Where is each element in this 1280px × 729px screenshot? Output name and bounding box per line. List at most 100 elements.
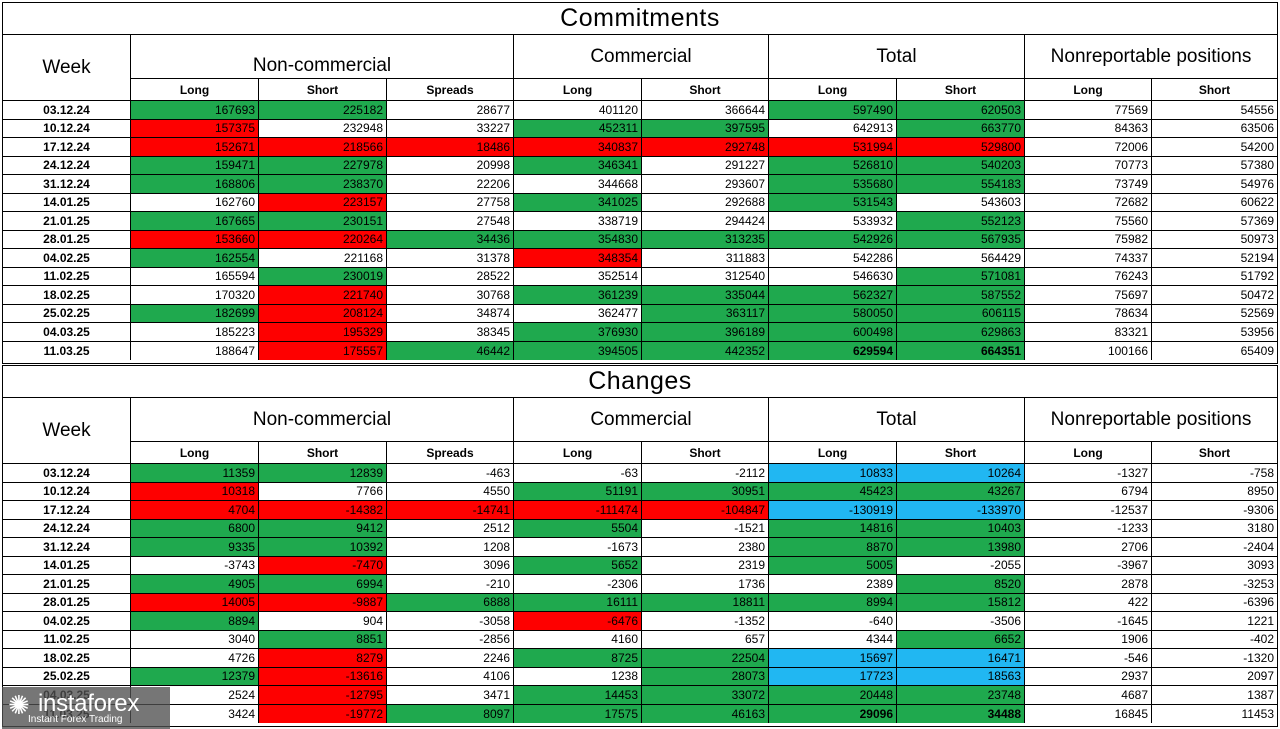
value-cell: 904 — [259, 612, 387, 630]
sub-header: Short — [1198, 82, 1231, 97]
value-cell: 1208 — [387, 538, 514, 556]
value-cell: 1906 — [1025, 630, 1152, 648]
group-nonreportable: Nonreportable positions — [1025, 35, 1277, 79]
value-cell: 75982 — [1025, 230, 1152, 248]
commitments-table: Commitments Week Non-commercial Commerci… — [2, 2, 1278, 364]
value-cell: -9887 — [259, 593, 387, 611]
value-cell: 170320 — [131, 286, 259, 304]
value-cell: 220264 — [259, 230, 387, 248]
value-cell: -2055 — [897, 556, 1025, 574]
changes-title: Changes — [3, 366, 1277, 398]
value-cell: 629594 — [769, 341, 897, 360]
value-cell: 100166 — [1025, 341, 1152, 360]
value-cell: 4160 — [514, 630, 642, 648]
week-cell: 11.03.25 — [3, 341, 131, 360]
value-cell: 376930 — [514, 323, 642, 341]
value-cell: 312540 — [642, 267, 769, 285]
week-cell: 21.01.25 — [3, 575, 131, 593]
value-cell: 580050 — [769, 304, 897, 322]
week-cell: 04.02.25 — [3, 612, 131, 630]
week-cell: 28.01.25 — [3, 230, 131, 248]
table-row: 25.02.25 182699 208124 34874 362477 363117 580… — [3, 304, 1277, 323]
value-cell: -63 — [514, 464, 642, 482]
value-cell: -1327 — [1025, 464, 1152, 482]
value-cell: 16845 — [1025, 704, 1152, 723]
value-cell: -9306 — [1243, 502, 1274, 517]
value-cell: -133970 — [897, 501, 1025, 519]
value-cell: 74337 — [1025, 249, 1152, 267]
table-row: 31.12.24 168806 238370 22206 344668 293607 535… — [3, 175, 1277, 194]
value-cell: 10403 — [897, 519, 1025, 537]
value-cell: 152671 — [131, 138, 259, 156]
value-cell: 1221 — [1247, 613, 1274, 628]
value-cell: 2706 — [1025, 538, 1152, 556]
value-cell: 75560 — [1025, 212, 1152, 230]
value-cell: 16111 — [514, 593, 642, 611]
value-cell: 526810 — [769, 156, 897, 174]
value-cell: 8520 — [897, 575, 1025, 593]
table-row: 04.03.25 185223 195329 38345 376930 396189 600… — [3, 323, 1277, 342]
value-cell: 6994 — [259, 575, 387, 593]
value-cell: -3743 — [131, 556, 259, 574]
value-cell: 8097 — [387, 704, 514, 723]
sub-header: Long — [514, 79, 642, 100]
value-cell: -1352 — [642, 612, 769, 630]
value-cell: 195329 — [259, 323, 387, 341]
value-cell: 4687 — [1025, 686, 1152, 704]
value-cell: 2246 — [387, 649, 514, 667]
week-cell: 11.02.25 — [3, 630, 131, 648]
table-row: 17.12.24 152671 218566 18486 340837 292748 531… — [3, 138, 1277, 157]
value-cell: 10318 — [131, 482, 259, 500]
value-cell: 542286 — [769, 249, 897, 267]
value-cell: 185223 — [131, 323, 259, 341]
value-cell: 15812 — [897, 593, 1025, 611]
value-cell: 54976 — [1240, 176, 1274, 191]
value-cell: 531543 — [769, 193, 897, 211]
group-commercial: Commercial — [514, 398, 769, 442]
value-cell: 664351 — [897, 341, 1025, 360]
week-cell: 25.02.25 — [3, 304, 131, 322]
value-cell: 159471 — [131, 156, 259, 174]
value-cell: -1521 — [642, 519, 769, 537]
value-cell: 30768 — [387, 286, 514, 304]
value-cell: 4344 — [769, 630, 897, 648]
value-cell: 354830 — [514, 230, 642, 248]
value-cell: 34436 — [387, 230, 514, 248]
value-cell: -111474 — [514, 501, 642, 519]
week-header: Week — [3, 398, 131, 463]
value-cell: 165594 — [131, 267, 259, 285]
table-row: 11.02.25 165594 230019 28522 352514 312540 546… — [3, 267, 1277, 286]
table-row: 10.12.24 10318 7766 4550 51191 30951 45423 4326… — [3, 482, 1277, 501]
sub-header: Long — [131, 79, 259, 100]
value-cell: 16471 — [897, 649, 1025, 667]
value-cell: 28677 — [387, 101, 514, 119]
value-cell: 8725 — [514, 649, 642, 667]
value-cell: 562327 — [769, 286, 897, 304]
week-cell: 28.01.25 — [3, 593, 131, 611]
value-cell: 8851 — [259, 630, 387, 648]
table-row: 04.03.252524-127953471144533307220448237… — [3, 686, 1277, 705]
table-row: 11.03.25 188647 175557 46442 394505 442352 629… — [3, 341, 1277, 360]
value-cell: 5005 — [769, 556, 897, 574]
value-cell: 18563 — [897, 667, 1025, 685]
value-cell: 2389 — [769, 575, 897, 593]
value-cell: 1736 — [642, 575, 769, 593]
value-cell: 12839 — [259, 464, 387, 482]
value-cell: 27758 — [387, 193, 514, 211]
value-cell: 51792 — [1240, 269, 1274, 284]
value-cell: 8279 — [259, 649, 387, 667]
group-non-commercial: Non-commercial — [131, 398, 514, 442]
value-cell: 162554 — [131, 249, 259, 267]
value-cell: 18486 — [387, 138, 514, 156]
value-cell: 230019 — [259, 267, 387, 285]
value-cell: 77569 — [1025, 101, 1152, 119]
value-cell: 17723 — [769, 667, 897, 685]
table-row: 17.12.24 4704 -14382 -14741 -111474 -104847 -1… — [3, 501, 1277, 520]
value-cell: 540203 — [897, 156, 1025, 174]
value-cell: 567935 — [897, 230, 1025, 248]
week-cell: 25.02.25 — [3, 667, 131, 685]
week-cell: 14.01.25 — [3, 556, 131, 574]
value-cell: 5504 — [514, 519, 642, 537]
sub-header: Short — [642, 442, 769, 463]
value-cell: -13616 — [259, 667, 387, 685]
